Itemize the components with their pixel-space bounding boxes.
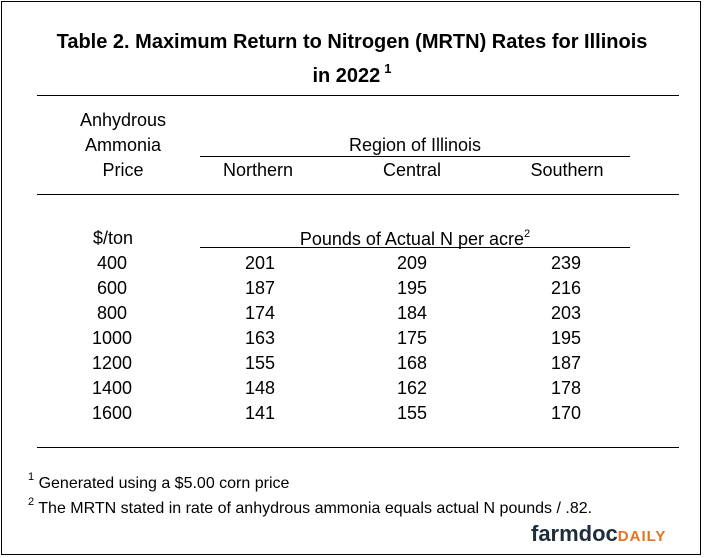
price-header-line2: Ammonia (84, 135, 162, 155)
table-title-line2: in 2022 1 (0, 61, 704, 88)
cell-price: 1600 (91, 403, 133, 423)
farmdoc-daily-logo: farmdocDAILY (531, 521, 666, 547)
cell-northern: 155 (244, 353, 276, 373)
region-northern: Northern (222, 160, 294, 180)
cell-central: 195 (396, 278, 428, 298)
cell-price: 1200 (91, 353, 133, 373)
cell-price: 1000 (91, 328, 133, 348)
region-southern: Southern (530, 160, 604, 180)
bottom-rule (37, 447, 679, 448)
top-rule (37, 95, 679, 96)
cell-southern: 216 (550, 278, 582, 298)
footnote-2-mark: 2 (28, 496, 35, 508)
logo-daily: DAILY (617, 528, 667, 545)
footnote-1-text: Generated using a $5.00 corn price (38, 475, 290, 492)
cell-southern: 178 (550, 378, 582, 398)
table-title-year: in 2022 (312, 65, 381, 87)
value-unit-footnote-mark: 2 (524, 228, 531, 240)
region-header: Region of Illinois (348, 135, 482, 155)
cell-northern: 141 (244, 403, 276, 423)
value-unit-label: Pounds of Actual N per acre (299, 229, 524, 249)
cell-price: 600 (96, 278, 128, 298)
table-title-line1: Table 2. Maximum Return to Nitrogen (MRT… (56, 31, 648, 53)
value-unit-header: Pounds of Actual N per acre2 (200, 228, 630, 250)
price-unit: $/ton (92, 228, 134, 248)
footnote-2-text: The MRTN stated in rate of anhydrous amm… (38, 500, 593, 517)
cell-southern: 187 (550, 353, 582, 373)
cell-price: 1400 (91, 378, 133, 398)
cell-central: 168 (396, 353, 428, 373)
value-unit-underline (200, 247, 630, 248)
cell-price: 800 (96, 303, 128, 323)
header-rule (37, 194, 679, 195)
cell-southern: 195 (550, 328, 582, 348)
cell-southern: 239 (550, 253, 582, 273)
region-underline (200, 156, 630, 157)
cell-central: 162 (396, 378, 428, 398)
price-header-line3: Price (102, 160, 144, 180)
cell-central: 175 (396, 328, 428, 348)
cell-central: 155 (396, 403, 428, 423)
footnote-1: 1 Generated using a $5.00 corn price (28, 471, 289, 493)
cell-northern: 201 (244, 253, 276, 273)
region-central: Central (382, 160, 442, 180)
cell-southern: 203 (550, 303, 582, 323)
title-footnote-mark: 1 (384, 61, 392, 76)
price-header-line1: Anhydrous (79, 110, 167, 130)
cell-northern: 187 (244, 278, 276, 298)
footnote-2: 2 The MRTN stated in rate of anhydrous a… (28, 496, 592, 518)
footnote-1-mark: 1 (28, 471, 35, 483)
cell-price: 400 (96, 253, 128, 273)
cell-central: 184 (396, 303, 428, 323)
logo-farmdoc: farmdoc (531, 521, 618, 546)
cell-northern: 174 (244, 303, 276, 323)
cell-northern: 163 (244, 328, 276, 348)
cell-central: 209 (396, 253, 428, 273)
cell-southern: 170 (550, 403, 582, 423)
cell-northern: 148 (244, 378, 276, 398)
